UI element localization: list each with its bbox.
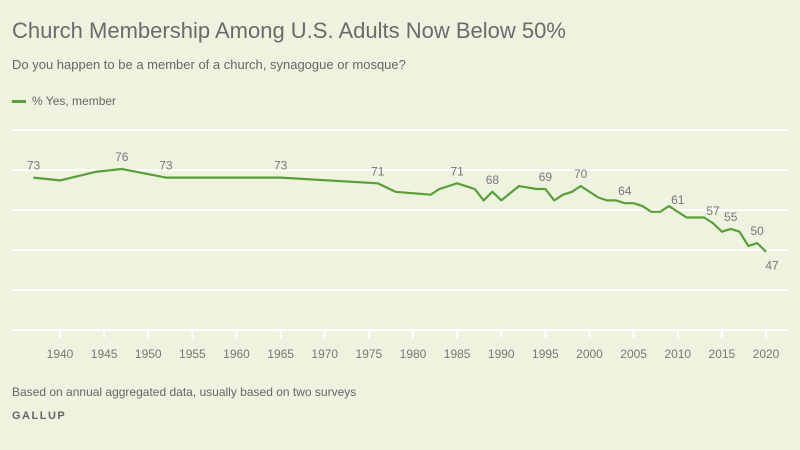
x-tick-label: 1950 bbox=[135, 347, 162, 361]
x-tick-label: 2000 bbox=[576, 347, 603, 361]
x-tick-label: 1940 bbox=[47, 347, 74, 361]
data-label: 73 bbox=[27, 159, 41, 173]
data-label: 73 bbox=[274, 159, 288, 173]
x-tick-label: 1975 bbox=[356, 347, 383, 361]
x-tick-label: 1970 bbox=[311, 347, 338, 361]
source-logo: GALLUP bbox=[12, 410, 67, 422]
line-chart: 1940 1945 1950 1955 1960 1965 1970 1975 1980 1985… bbox=[12, 129, 788, 361]
chart-title: Church Membership Among U.S. Adults Now … bbox=[12, 18, 566, 43]
x-tick-label: 2015 bbox=[709, 347, 736, 361]
x-tick-label: 1945 bbox=[91, 347, 118, 361]
x-tick-label: 1965 bbox=[267, 347, 294, 361]
data-label: 61 bbox=[671, 193, 685, 207]
data-label: 71 bbox=[450, 164, 464, 178]
x-tick-label: 1990 bbox=[488, 347, 515, 361]
data-label: 57 bbox=[706, 204, 720, 218]
data-label: 47 bbox=[765, 259, 779, 273]
chart-subtitle: Do you happen to be a member of a church… bbox=[12, 57, 406, 72]
data-label: 70 bbox=[574, 167, 588, 181]
legend: % Yes, member bbox=[12, 94, 116, 108]
legend-swatch bbox=[12, 99, 26, 103]
legend-label: % Yes, member bbox=[32, 94, 117, 108]
x-tick-label: 1995 bbox=[532, 347, 559, 361]
series-line bbox=[33, 167, 767, 253]
data-label: 50 bbox=[750, 224, 764, 238]
x-tick-label: 2010 bbox=[664, 347, 691, 361]
data-label: 76 bbox=[115, 150, 129, 164]
data-label: 69 bbox=[539, 170, 553, 184]
data-label: 64 bbox=[618, 184, 632, 198]
x-tick-label: 2005 bbox=[620, 347, 647, 361]
x-tick-label: 1960 bbox=[223, 347, 250, 361]
x-tick-label: 1985 bbox=[444, 347, 471, 361]
data-label: 68 bbox=[486, 173, 500, 187]
x-tick-label: 1955 bbox=[179, 347, 206, 361]
data-label: 55 bbox=[724, 210, 738, 224]
data-label: 73 bbox=[159, 159, 173, 173]
x-tick-label: 1980 bbox=[400, 347, 427, 361]
x-tick-label: 2020 bbox=[753, 347, 780, 361]
data-label: 71 bbox=[371, 164, 385, 178]
chart-note: Based on annual aggregated data, usually… bbox=[12, 385, 357, 399]
